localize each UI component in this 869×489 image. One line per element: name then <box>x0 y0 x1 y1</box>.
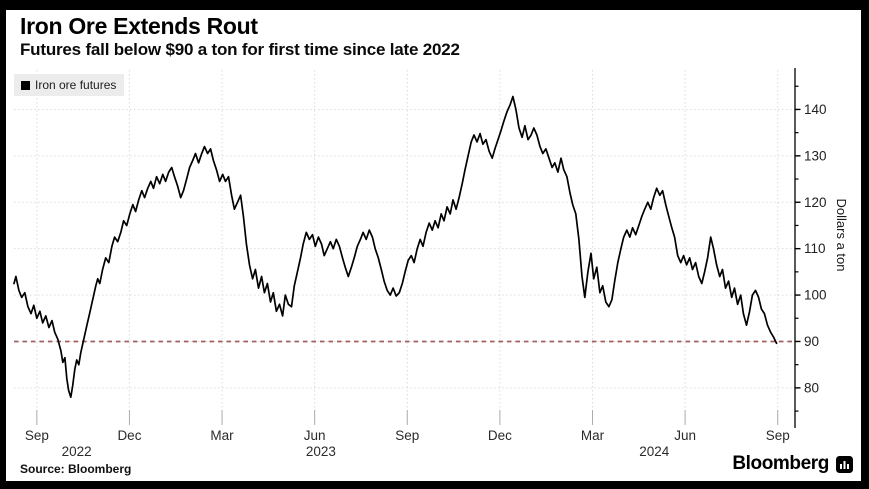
x-tick-label: Dec <box>488 428 512 443</box>
y-tick-label: 80 <box>804 380 819 395</box>
x-tick-label: Jun <box>674 428 696 443</box>
y-tick-label: 100 <box>804 288 827 303</box>
chart-card: Iron Ore Extends Rout Futures fall below… <box>6 10 861 481</box>
y-tick-label: 110 <box>804 241 826 256</box>
year-label: 2023 <box>306 444 336 459</box>
x-tick-label: Sep <box>766 428 790 443</box>
legend-swatch-icon <box>21 80 30 90</box>
page-subtitle: Futures fall below $90 a ton for first t… <box>20 40 460 59</box>
source-note: Source: Bloomberg <box>20 462 132 476</box>
bloomberg-brand: Bloomberg <box>732 453 853 475</box>
x-tick-label: Sep <box>25 428 49 443</box>
bloomberg-wordmark: Bloomberg <box>732 453 829 474</box>
x-axis-labels: Sep Dec Mar Jun Sep Dec Mar Jun Sep 2022 2023 2024 <box>25 428 790 459</box>
y-tick-label: 140 <box>804 102 827 117</box>
legend: Iron ore futures <box>14 74 125 96</box>
y-tick-label: 130 <box>804 148 827 163</box>
year-label: 2024 <box>639 444 670 459</box>
y-axis: 80 90 100 110 120 130 140 Dollars a ton <box>794 68 849 428</box>
legend-label: Iron ore futures <box>35 78 117 92</box>
x-tick-label: Mar <box>210 428 234 443</box>
bloomberg-terminal-icon <box>836 455 853 473</box>
y-tick-label: 120 <box>804 195 827 210</box>
page-title: Iron Ore Extends Rout <box>20 13 258 39</box>
y-tick-label: 90 <box>804 334 819 349</box>
vertical-gridlines <box>36 70 779 425</box>
x-axis-ticks <box>36 410 779 425</box>
horizontal-gridlines <box>14 108 795 389</box>
year-label: 2022 <box>62 444 92 459</box>
x-tick-label: Dec <box>117 428 141 443</box>
x-tick-label: Mar <box>581 428 605 443</box>
x-tick-label: Jun <box>304 428 326 443</box>
y-axis-title: Dollars a ton <box>834 199 849 272</box>
price-line <box>13 95 778 399</box>
x-tick-label: Sep <box>395 428 419 443</box>
price-chart: 80 90 100 110 120 130 140 Dollars a ton Sep Dec Ma… <box>13 68 849 459</box>
